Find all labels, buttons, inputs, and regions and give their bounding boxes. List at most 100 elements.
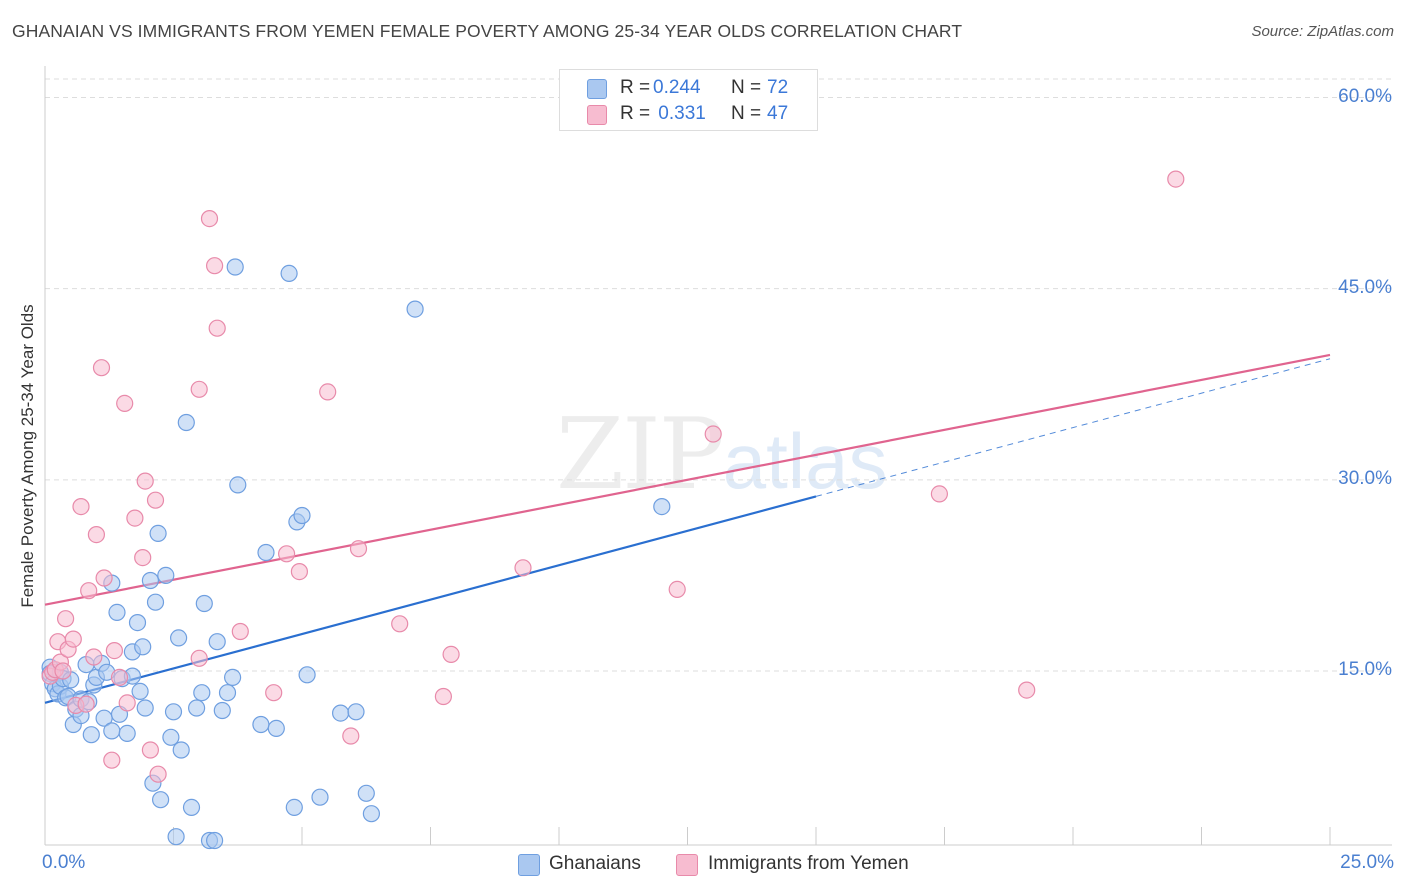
points-layer [41,170,1185,850]
trend-layer [44,353,1331,704]
watermark-zip: ZIP [556,398,725,512]
ghanaian-point [293,506,311,525]
yemen-point [442,645,460,664]
yemen-point [391,615,409,633]
ghanaian-point [311,788,329,806]
yemen-point [116,394,134,412]
yemen-point [290,562,308,581]
yemen-point [1018,681,1036,699]
axis-layer [44,66,1392,846]
yemen-point [514,559,532,577]
yemen-point [930,485,949,503]
y-tick-label: 15.0% [1338,659,1392,680]
y-axis-label: Female Poverty Among 25-34 Year Olds [18,304,37,608]
ghanaian-point [347,703,365,721]
yemen-point [85,648,103,666]
ghanaian-point [177,413,195,432]
legend-r-value: 0.244 [653,77,701,98]
yemen-point [319,383,337,401]
legend-n-value: 72 [767,77,789,98]
ghanaian-point [206,831,224,850]
yemen-point [105,641,124,660]
yemen-point [72,498,90,516]
yemen-point [141,741,159,759]
ghanaian-point [193,684,211,702]
ghanaian-point [157,566,175,585]
watermark-atlas: atlas [722,417,888,505]
ghanaian-point [141,571,159,590]
ghanaian-point [285,798,303,817]
legend-n-value: 47 [767,103,789,124]
chart-title: GHANAIAN VS IMMIGRANTS FROM YEMEN FEMALE… [12,21,963,41]
yemen-point [134,548,152,567]
yemen-point [190,649,208,667]
yemen-point [87,525,106,544]
yemen-point [278,545,296,563]
yemen-point [146,491,165,509]
stats-legend: R = 0.244 N = 72 R = 0.331 N = 47 [559,69,818,131]
ghanaian-point [208,633,226,651]
ghanaian-point [136,699,154,717]
ghanaian-point [362,805,380,823]
legend-n-label: N = [731,103,762,124]
ghanaian-point [128,613,147,632]
ghanaian-point [134,638,152,656]
yemen-point [95,569,113,587]
yemen-point [1167,170,1185,188]
yemen-point [110,668,129,687]
legend-row-ghanaians: R = 0.244 N = 72 [560,75,817,101]
y-tick-label: 60.0% [1338,85,1392,107]
ghanaian-point [257,543,275,562]
yemen-point [56,610,75,628]
yemen-point [342,727,360,745]
yemen-point [206,257,224,275]
ghanaian-point [162,728,180,746]
ghanaian-point [131,682,149,701]
ghanaian-point [229,476,247,494]
grid-layer [45,78,1392,672]
x-tick-label: 25.0% [1340,852,1394,873]
ghanaian-point [164,703,183,721]
y-tick-label: 45.0% [1338,276,1392,298]
yemen-point [208,319,226,337]
ghanaian-point [108,603,126,622]
yemen-point [80,582,98,600]
ghanaian-point [332,704,350,722]
ghanaian-point [252,715,270,734]
chart-source: Source: ZipAtlas.com [1251,23,1394,40]
yemen-point [103,751,121,769]
legend-swatch-blue [587,79,607,99]
legend-swatch-pink [587,105,607,125]
ghanaian-point [152,791,170,809]
ghanaian-point [267,719,285,738]
ghanaians-swatch [518,854,540,876]
yemen-point [92,359,111,377]
ghanaian-trend-line [44,495,817,704]
ghanaian-point [298,666,316,684]
ghanaian-point [653,498,671,516]
yemen-point [54,662,72,680]
yemen-point [77,695,95,713]
ghanaians-legend-label: Ghanaians [549,853,641,874]
legend-row-yemen: R = 0.331 N = 47 [560,101,817,127]
yemen-point [200,210,219,228]
yemen-point [64,630,82,648]
ghanaian-point [167,828,185,846]
yemen-trend-line [44,353,1331,606]
yemen-point [704,425,722,443]
yemen-point [126,509,144,527]
yemen-point [136,472,154,490]
yemen-point [265,684,283,702]
yemen-point [668,580,686,599]
ghanaian-point [406,300,424,318]
ghanaian-point [213,701,231,720]
ghanaian-point [218,684,237,702]
yemen-point [190,380,208,398]
ghanaian-point [172,741,190,759]
yemen-point [231,622,249,641]
ghanaian-point [357,784,375,802]
ghanaian-point [226,258,244,276]
legend-n-label: N = [731,77,762,98]
ghanaian-point [146,593,165,611]
yemen-point [149,765,167,783]
